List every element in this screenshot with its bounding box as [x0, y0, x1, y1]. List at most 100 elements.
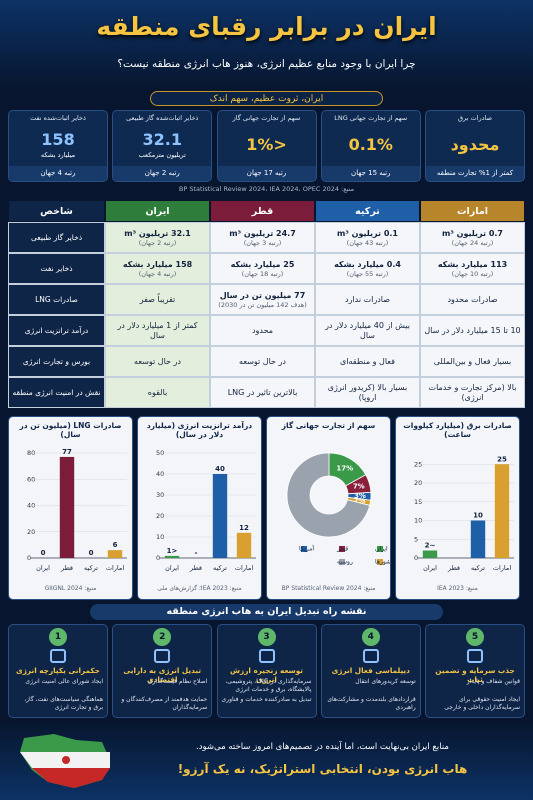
- chart-panel: درآمد ترانزیت انرژی (میلیارد دلار در سال…: [137, 416, 262, 600]
- bar: [422, 550, 438, 558]
- value-label: 0: [41, 549, 46, 557]
- step-bullet: ایجاد شورای عالی امنیت انرژی: [25, 678, 103, 685]
- table-cell: 77 میلیون تن در سال (هدف 142 میلیون تن در…: [210, 284, 315, 315]
- roadmap-step: 4 دیپلماسی فعال انرژی توسعه کریدورهای انتق…: [320, 624, 421, 718]
- stat-label: صادرات برق: [458, 114, 492, 122]
- chart-panel: سهم از تجارت جهانی گاز منبع: BP Statistic…: [266, 416, 391, 600]
- x-tick-label: قطر: [447, 564, 460, 572]
- chart-source: منبع: BP Statistical Review 2024: [281, 585, 376, 592]
- bar: [470, 520, 486, 558]
- cell-text: کمتر از 1 میلیارد دلار در سال: [117, 320, 198, 340]
- table-cell: بسیار بالا (کریدور انرژی اروپا): [315, 377, 420, 408]
- x-tick-label: قطر: [60, 564, 73, 572]
- subtitle: چرا ایران با وجود منابع عظیم انرژی، هنوز…: [117, 58, 416, 70]
- roadmap-step: 1 حکمرانی یکپارچه انرژی ایجاد شورای عالی ا…: [8, 624, 108, 718]
- cell-text: بالا (مرکز تجارت و خدمات انرژی): [428, 382, 517, 402]
- step-number: 1: [49, 628, 67, 646]
- legend-label: ایران: [375, 546, 388, 553]
- step-bullet: هماهنگی سیاست‌های نفت، گاز، برق و تجارت …: [24, 696, 103, 711]
- bar: [164, 555, 180, 558]
- table-cell: بالقوه: [105, 377, 210, 408]
- cell-note: (رتبه 18 جهان): [241, 269, 284, 278]
- x-tick-label: امارات: [235, 564, 254, 572]
- value-label: -: [195, 549, 198, 557]
- step-bullet: حمایت هدفمند از مصرف‌کنندگان و سرمایه‌گذ…: [121, 696, 208, 711]
- table-cell: بالاترین تاثیر در LNG: [210, 377, 315, 408]
- chart-source: منبع: IEA 2023: [437, 585, 478, 592]
- value-label: 6: [113, 541, 118, 549]
- cell-text: بسیار فعال و بین‌المللی: [433, 356, 512, 366]
- cell-text: در حال توسعه: [134, 356, 181, 366]
- table-row-label: درآمد ترانزیت انرژی: [8, 315, 105, 346]
- footer-slogan: هاب انرژی بودن، انتخابی استراتژیک، نه یک…: [177, 762, 468, 776]
- roadmap-step: 2 تبدیل انرژی به دارایی اقتصادی اصلاح نظام…: [112, 624, 213, 718]
- stat-value: 0.1%: [348, 135, 393, 154]
- value-label: <1: [167, 547, 178, 555]
- value-label: 2%: [354, 497, 366, 505]
- table-cell: صادرات ندارد: [315, 284, 420, 315]
- bar: [236, 532, 252, 558]
- chart-panel: صادرات برق (میلیارد کیلووات ساعت) منبع: I…: [395, 416, 520, 600]
- table-cell: بالا (مرکز تجارت و خدمات انرژی): [420, 377, 525, 408]
- stat-value: 158: [41, 130, 75, 149]
- bar: [494, 464, 510, 558]
- table-header-cell: ایران: [105, 200, 210, 222]
- stat-unit: میلیارد بشکه: [40, 151, 76, 159]
- stat-card: صادرات برق محدود کمتر از 1% تجارت منطقه: [425, 110, 525, 182]
- table-row-label: نقش در امنیت انرژی منطقه: [8, 377, 105, 408]
- step-number: 2: [153, 628, 172, 646]
- cell-text: 25 میلیارد بشکه: [230, 259, 295, 269]
- stat-note: رتبه 2 جهان: [113, 166, 212, 181]
- header-bg: [0, 0, 533, 90]
- legend-label: آمریکا: [299, 544, 314, 553]
- stats-source: منبع: BP Statistical Review 2024، IEA 20…: [178, 185, 355, 193]
- cell-text: ذخایر گاز طبیعی: [30, 232, 83, 242]
- stat-note: رتبه 15 جهان: [321, 166, 420, 181]
- value-label: 3%: [354, 492, 366, 500]
- cell-text: 0.7 تریلیون m³: [442, 228, 503, 238]
- x-tick-label: امارات: [106, 564, 125, 572]
- stat-card: ذخایر اثبات‌شده نفت 158 میلیارد بشکه رتبه 4…: [8, 110, 108, 182]
- chart-title: صادرات LNG (میلیون تن در سال): [19, 421, 122, 439]
- cell-text: صادرات ندارد: [344, 294, 391, 304]
- bar: [107, 550, 123, 558]
- cell-note: (رتبه 55 جهان): [346, 269, 389, 278]
- table-row-label: صادرات LNG: [8, 284, 105, 315]
- table-row-label: ذخایر گاز طبیعی: [8, 222, 105, 253]
- step-bullet: تبدیل به صادرکننده خدمات و فناوری: [221, 696, 312, 703]
- cell-text: 10 تا 15 میلیارد دلار در سال: [424, 325, 521, 335]
- cell-text: 0.1 تریلیون m³: [337, 228, 398, 238]
- stat-note: کمتر از 1% تجارت منطقه: [426, 166, 524, 181]
- x-tick-label: ترکیه: [471, 564, 485, 572]
- legend-label: روسیه: [337, 559, 353, 566]
- cell-text: صادرات محدود: [447, 294, 498, 304]
- cell-note: (رتبه 2 جهان): [138, 238, 177, 247]
- cell-text: در حال توسعه: [239, 356, 286, 366]
- table-cell: بیش از 40 میلیارد دلار در سال: [315, 315, 420, 346]
- value-label: 25: [497, 455, 507, 463]
- table-header-cell: شاخص: [8, 200, 105, 222]
- cell-text: 113 میلیارد بشکه: [437, 259, 508, 269]
- stat-label: سهم از تجارت جهانی گاز: [232, 114, 301, 122]
- stat-label: ذخایر اثبات‌شده نفت: [30, 114, 86, 122]
- chart-source: منبع: GIIGNL 2024: [44, 585, 97, 592]
- stat-label: سهم از تجارت جهانی LNG: [334, 114, 408, 122]
- legend-swatch: [339, 559, 345, 565]
- table-cell: کمتر از 1 میلیارد دلار در سال: [105, 315, 210, 346]
- x-tick-label: امارات: [493, 564, 512, 572]
- cell-text: 77 میلیون تن در سال: [219, 290, 306, 300]
- stat-note: رتبه 4 جهان: [9, 166, 107, 181]
- x-tick-label: ایران: [165, 564, 179, 572]
- step-bullet: توسعه کریدورهای انتقال: [355, 678, 416, 685]
- step-bullet: قراردادهای بلندمدت و مشارکت‌های راهبردی: [327, 696, 416, 711]
- value-label: 12: [239, 524, 249, 532]
- table-cell: 158 میلیارد بشکه (رتبه 4 جهان): [105, 253, 210, 284]
- cell-text: محدود: [251, 325, 274, 335]
- table-cell: 0.4 میلیارد بشکه (رتبه 55 جهان): [315, 253, 420, 284]
- stat-note: رتبه 17 جهان: [217, 166, 316, 181]
- step-icon: [50, 649, 66, 663]
- table-header-cell: ترکیه: [315, 200, 420, 222]
- value-label: 17%: [336, 464, 353, 472]
